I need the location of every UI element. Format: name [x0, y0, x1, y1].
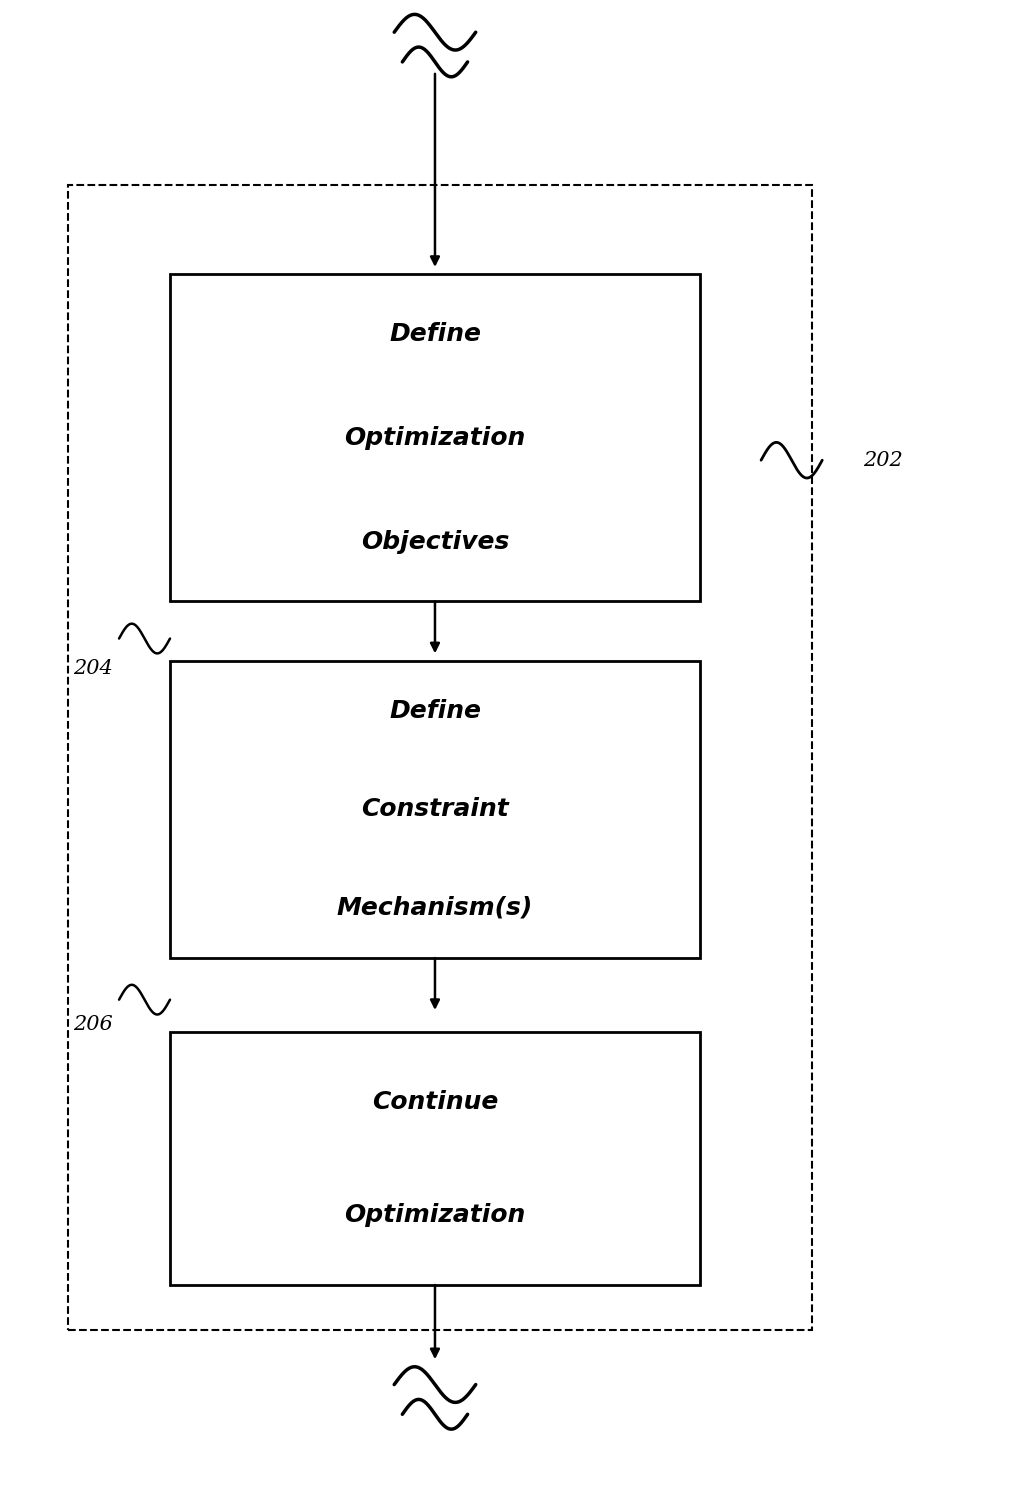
- Bar: [170, 1032, 700, 1286]
- Text: 206: 206: [73, 1016, 113, 1035]
- Text: Define: Define: [389, 699, 481, 723]
- Bar: [170, 274, 700, 602]
- Text: Constraint: Constraint: [362, 798, 509, 822]
- Text: 202: 202: [863, 450, 903, 470]
- Text: 204: 204: [73, 658, 113, 678]
- Bar: [68, 186, 812, 1329]
- Text: Mechanism(s): Mechanism(s): [337, 896, 533, 920]
- Bar: [170, 662, 700, 958]
- Text: Continue: Continue: [372, 1090, 498, 1114]
- Text: Optimization: Optimization: [344, 1203, 526, 1227]
- Text: Objectives: Objectives: [361, 530, 509, 554]
- Text: Optimization: Optimization: [344, 426, 526, 450]
- Text: Define: Define: [389, 322, 481, 346]
